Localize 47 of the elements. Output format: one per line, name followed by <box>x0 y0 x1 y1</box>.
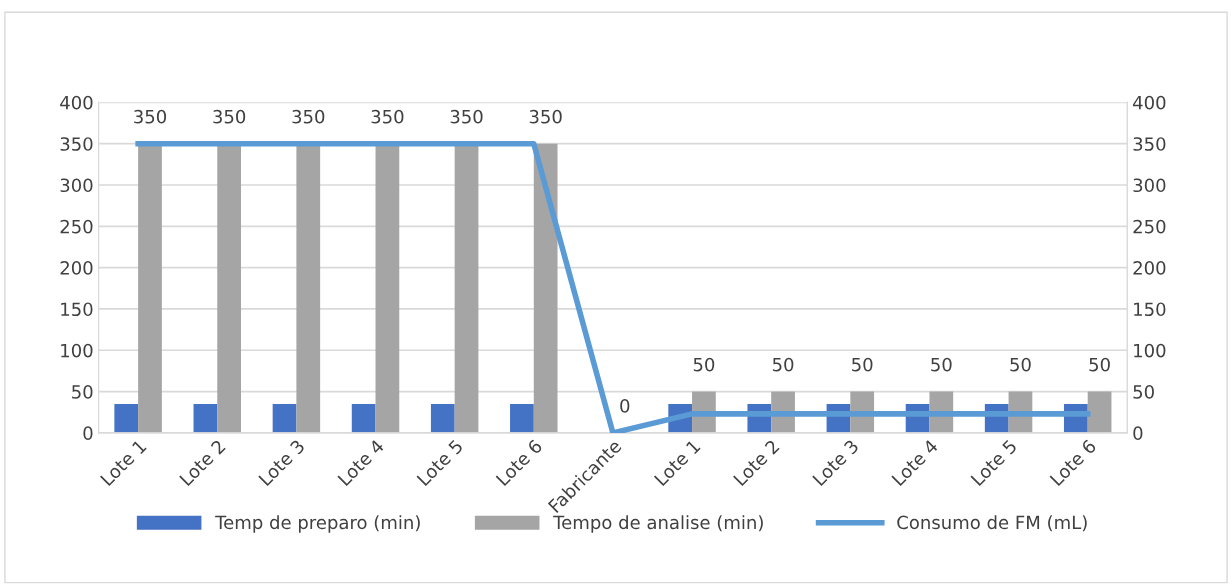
y2-tick-label: 300 <box>1133 178 1166 193</box>
y-tick-label: 400 <box>60 95 93 110</box>
data-label: 350 <box>450 109 483 124</box>
y2-tick-label: 0 <box>1133 426 1143 441</box>
data-label: 50 <box>931 357 952 372</box>
bar <box>272 403 297 433</box>
data-label: 50 <box>852 357 873 372</box>
y2-tick-label: 200 <box>1133 261 1166 275</box>
data-label: 50 <box>693 357 715 372</box>
data-label: 50 <box>1010 357 1031 372</box>
y-tick-label: 250 <box>60 219 93 234</box>
y2-tick-label: 350 <box>1133 137 1166 151</box>
y2-tick-label: 50 <box>1133 385 1154 399</box>
bar <box>1087 391 1112 433</box>
y-tick-label: 100 <box>61 343 93 358</box>
y-tick-label: 300 <box>60 178 93 193</box>
bar <box>114 403 139 433</box>
bar <box>296 143 321 433</box>
bar <box>217 143 241 433</box>
bar <box>375 143 400 433</box>
y-tick-label: 150 <box>61 302 93 317</box>
data-label: 0 <box>620 399 630 413</box>
legend-label: Consumo de FM (mL) <box>897 515 1087 532</box>
y-tick-label: 350 <box>60 137 93 151</box>
data-label: 350 <box>371 109 404 124</box>
bar <box>138 143 162 433</box>
y2-tick-label: 100 <box>1134 343 1166 358</box>
legend-label: Temp de preparo (min) <box>215 515 420 533</box>
y-tick-label: 0 <box>83 426 93 441</box>
bar <box>430 403 455 433</box>
bar <box>193 403 218 433</box>
data-label: 350 <box>292 109 325 124</box>
y2-tick-label: 150 <box>1134 302 1166 317</box>
data-label: 350 <box>529 109 562 124</box>
data-label: 50 <box>772 357 794 372</box>
data-label: 350 <box>213 109 246 124</box>
legend-label: Tempo de analise (min) <box>553 515 763 533</box>
bar <box>454 143 479 433</box>
data-label: 50 <box>1089 357 1110 372</box>
bar <box>351 403 376 433</box>
y2-tick-label: 400 <box>1133 95 1166 110</box>
y-tick-label: 200 <box>60 261 93 275</box>
y-tick-label: 50 <box>72 385 93 399</box>
data-label: 350 <box>134 109 167 124</box>
y2-tick-label: 250 <box>1133 219 1166 234</box>
bar <box>510 403 534 433</box>
bar <box>533 143 558 433</box>
